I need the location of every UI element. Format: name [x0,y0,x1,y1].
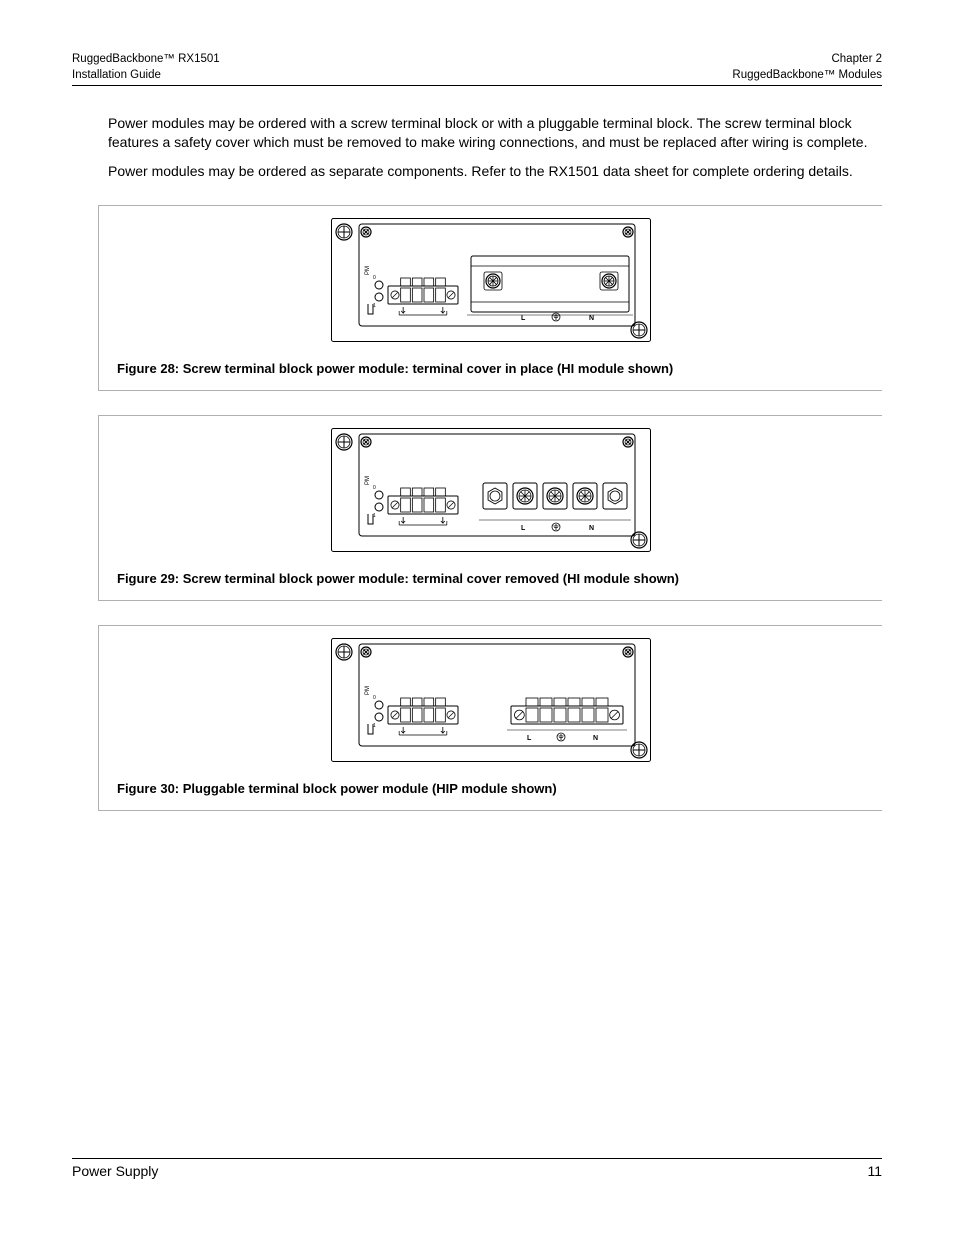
svg-text:N: N [589,315,594,322]
svg-text:0: 0 [373,485,376,491]
svg-text:PM: PM [365,686,371,695]
svg-text:L: L [527,735,532,742]
footer-page-number: 11 [867,1163,882,1179]
figure-28-caption: Figure 28: Screw terminal block power mo… [99,357,882,376]
figure-28-box: PM01LN Figure 28: Screw terminal block p… [98,205,882,391]
svg-text:PM: PM [365,266,371,275]
header-right: Chapter 2 RuggedBackbone™ Modules [732,52,882,83]
figure-29-image: PM01LN [99,416,882,567]
figure-29-box: PM01LN Figure 29: Screw terminal block p… [98,415,882,601]
svg-text:PM: PM [365,476,371,485]
header-product: RuggedBackbone™ RX1501 [72,52,220,68]
figure-29-caption: Figure 29: Screw terminal block power mo… [99,567,882,586]
svg-text:0: 0 [373,275,376,281]
header-doc-title: Installation Guide [72,68,220,84]
figure-29-svg: PM01LN [331,428,651,552]
header-section: RuggedBackbone™ Modules [732,68,882,84]
footer-section: Power Supply [72,1163,158,1179]
svg-text:L: L [521,525,526,532]
content-area: Power modules may be ordered with a scre… [72,114,882,811]
paragraph-2: Power modules may be ordered as separate… [108,162,882,181]
figure-30-caption: Figure 30: Pluggable terminal block powe… [99,777,882,796]
svg-text:N: N [589,525,594,532]
figure-28-image: PM01LN [99,206,882,357]
paragraph-1: Power modules may be ordered with a scre… [108,114,882,152]
svg-text:L: L [521,315,526,322]
page-footer: Power Supply 11 [72,1158,882,1179]
header-chapter: Chapter 2 [732,52,882,68]
figure-28-svg: PM01LN [331,218,651,342]
svg-text:N: N [593,735,598,742]
figure-30-box: PM01LN Figure 30: Pluggable terminal blo… [98,625,882,811]
svg-text:0: 0 [373,695,376,701]
figure-30-svg: PM01LN [331,638,651,762]
figure-30-image: PM01LN [99,626,882,777]
header-left: RuggedBackbone™ RX1501 Installation Guid… [72,52,220,83]
page-header: RuggedBackbone™ RX1501 Installation Guid… [72,52,882,86]
